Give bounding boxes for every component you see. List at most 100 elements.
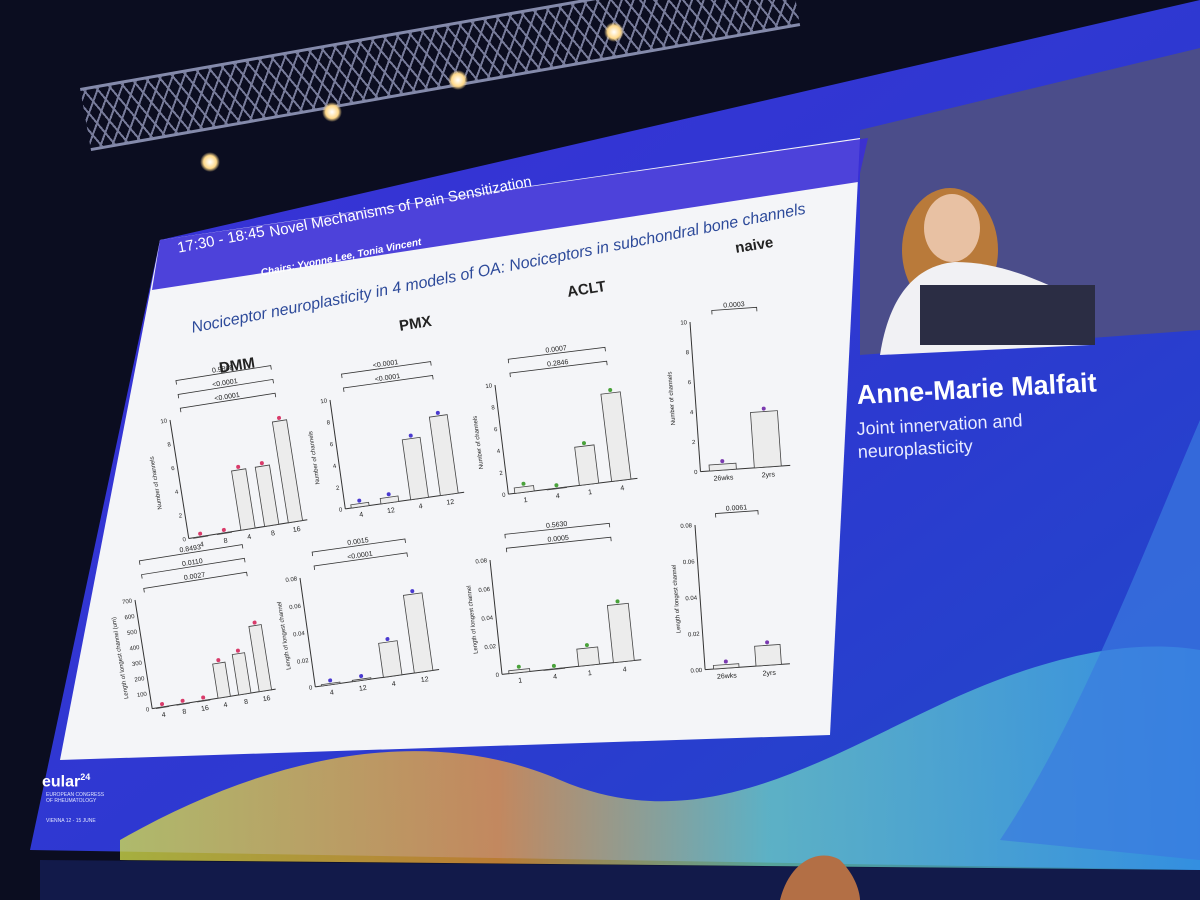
y-tick-label: 200 <box>134 676 145 684</box>
significance-bracket <box>179 392 277 413</box>
x-tick-label: 12 <box>387 507 396 515</box>
x-tick-label: 12 <box>446 499 455 507</box>
data-point <box>198 531 203 536</box>
x-tick-label: 26wks <box>717 672 738 680</box>
x-tick-label: 2yrs <box>762 670 776 678</box>
y-tick-label: 10 <box>160 418 168 425</box>
data-point <box>581 441 586 446</box>
significance-bracket <box>143 571 248 593</box>
y-axis-label: Length of longest channel (um) <box>111 617 130 700</box>
y-tick-label: 10 <box>320 398 328 405</box>
y-tick-label: 700 <box>122 598 133 606</box>
bar <box>401 436 429 501</box>
y-axis-line <box>134 599 153 709</box>
p-value-label: <0.0001 <box>212 378 238 389</box>
data-point <box>608 387 613 392</box>
y-tick-label: 0 <box>146 707 151 714</box>
bar <box>576 646 600 667</box>
bar <box>271 419 304 524</box>
y-tick-label: 0.08 <box>475 558 488 565</box>
y-axis-label: Number of channels <box>473 415 486 469</box>
y-axis-label: Number of channels <box>308 431 321 485</box>
y-tick-label: 2 <box>178 513 183 520</box>
bar <box>351 677 372 683</box>
bar <box>378 640 403 678</box>
chart-panel-naive-channels: 0 2 4 6 8 10 Number of channels 26wks 2yrs 0.0003 <box>667 301 791 483</box>
bar <box>231 468 256 531</box>
y-tick-label: 0.06 <box>683 559 696 566</box>
x-tick-label: 1 <box>588 489 593 496</box>
data-point <box>252 620 257 625</box>
spotlight <box>322 102 342 122</box>
data-point <box>236 464 241 469</box>
p-value-label: 0.9868 <box>212 364 234 374</box>
bar <box>513 485 535 494</box>
data-point <box>235 648 240 653</box>
data-point <box>160 702 165 707</box>
bar <box>750 410 782 469</box>
y-tick-label: 2 <box>692 440 696 446</box>
bar <box>176 702 190 706</box>
x-tick-label: 4 <box>330 689 335 696</box>
chart-panel-dmm-channels: 0 2 4 6 8 10 Number of channels 4 8 4 8 16 <0.0001 <0… <box>150 364 308 549</box>
data-point <box>584 643 589 648</box>
p-value-label: 0.0061 <box>726 504 748 512</box>
x-tick-label: 4 <box>359 512 364 519</box>
y-tick-label: 8 <box>167 442 172 449</box>
congress-name: EUROPEAN CONGRESS OF RHEUMATOLOGY <box>46 792 105 804</box>
significance-bracket <box>311 538 406 557</box>
spotlight <box>200 152 220 172</box>
data-point <box>765 640 770 645</box>
bar <box>508 668 531 675</box>
bar <box>212 661 231 699</box>
y-tick-label: 10 <box>680 320 688 326</box>
p-value-label: <0.0001 <box>374 373 400 383</box>
x-tick-label: 16 <box>292 526 301 534</box>
chart-panel-pmx-channels: 0 2 4 6 8 10 Number of channels 4 12 4 12 <0.0001 <0… <box>308 359 465 519</box>
significance-bracket <box>177 378 274 399</box>
y-tick-label: 4 <box>497 449 502 455</box>
data-point <box>328 678 333 683</box>
bar <box>712 663 740 670</box>
x-axis-line <box>152 688 276 710</box>
bar <box>320 681 341 687</box>
bar <box>600 391 632 482</box>
y-axis-line <box>329 399 346 509</box>
data-point <box>386 492 391 497</box>
congress-location: VIENNA 12 - 15 JUNE <box>46 818 96 824</box>
bar <box>197 699 211 703</box>
p-value-label: 0.0003 <box>723 301 745 309</box>
chart-panel-aclt-channels: 0 2 4 6 8 10 Number of channels 1 4 1 4 0.2846 0.000… <box>473 345 638 504</box>
p-value-label: 0.0027 <box>183 572 205 582</box>
bar <box>379 495 400 505</box>
p-value-label: <0.0001 <box>372 359 398 369</box>
y-tick-label: 500 <box>127 629 138 637</box>
y-axis-line <box>489 559 503 675</box>
y-tick-label: 0 <box>502 492 507 498</box>
y-tick-label: 0 <box>496 673 501 679</box>
x-tick-label: 4 <box>199 541 204 549</box>
y-axis-label: Length of longest channel <box>672 564 683 633</box>
significance-bracket <box>175 365 272 385</box>
x-tick-label: 12 <box>359 685 368 693</box>
bar <box>231 652 252 696</box>
significance-bracket <box>141 557 246 579</box>
chart-panel-naive-length: 0.00 0.02 0.04 0.06 0.08 Length of longest ch… <box>672 504 790 681</box>
bar <box>543 667 566 671</box>
p-value-label: 0.8493 <box>179 544 201 554</box>
y-tick-label: 0.00 <box>690 668 703 675</box>
y-axis-line <box>169 419 190 539</box>
significance-bracket <box>504 522 611 539</box>
x-tick-label: 8 <box>223 538 228 546</box>
p-value-label: <0.0001 <box>347 551 373 561</box>
x-tick-label: 8 <box>182 708 187 716</box>
y-tick-label: 6 <box>330 442 335 448</box>
p-value-label: 0.2846 <box>547 359 569 369</box>
y-axis-label: Length of longest channel <box>277 601 293 670</box>
chart-panel-dmm-length: 0 100 200 300 400 500 600 700 Length of longest … <box>111 544 276 719</box>
significance-bracket <box>138 544 244 565</box>
eular-logo: eular24 <box>42 772 90 791</box>
